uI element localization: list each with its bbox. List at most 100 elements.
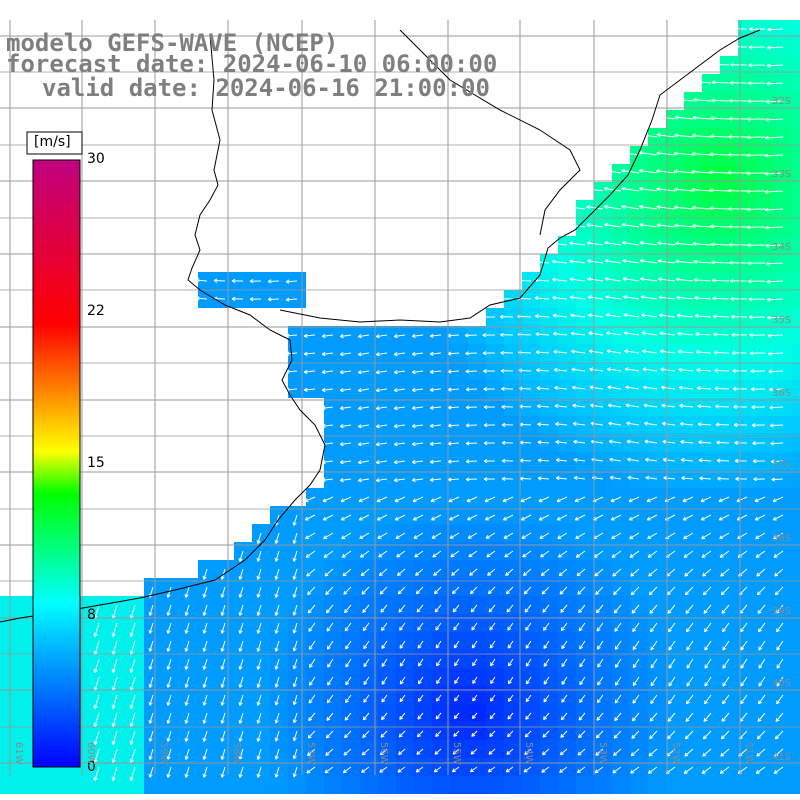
wind-arrow bbox=[569, 277, 586, 282]
wind-arrow bbox=[656, 168, 676, 174]
wind-cell bbox=[360, 776, 378, 794]
wind-arrow bbox=[304, 514, 316, 521]
wind-arrow bbox=[399, 694, 406, 703]
wind-arrow bbox=[673, 187, 694, 192]
wind-arrow bbox=[764, 171, 784, 176]
wind-arrow bbox=[678, 367, 694, 372]
colorbar-tick-8: 8 bbox=[87, 607, 96, 623]
wind-arrow bbox=[375, 460, 388, 465]
wind-arrow bbox=[624, 349, 640, 354]
wind-cell bbox=[792, 758, 800, 776]
wind-arrow bbox=[756, 730, 766, 740]
wind-arrow bbox=[595, 586, 604, 595]
wind-cell bbox=[792, 614, 800, 632]
wind-arrow bbox=[505, 766, 514, 773]
wind-arrow bbox=[543, 676, 550, 685]
wind-arrow bbox=[238, 640, 244, 652]
wind-arrow bbox=[569, 223, 586, 228]
wind-arrow bbox=[292, 532, 298, 544]
wind-arrow bbox=[641, 313, 658, 318]
wind-arrow bbox=[484, 496, 496, 503]
wind-arrow bbox=[339, 460, 352, 465]
wind-arrow bbox=[605, 313, 622, 318]
wind-arrow bbox=[666, 730, 676, 740]
wind-arrow bbox=[469, 586, 478, 595]
wind-arrow bbox=[465, 369, 478, 374]
wind-arrow bbox=[238, 730, 244, 742]
wind-arrow bbox=[489, 730, 496, 738]
wind-arrow bbox=[256, 532, 262, 544]
wind-arrow bbox=[469, 568, 478, 576]
wind-arrow bbox=[715, 404, 730, 409]
wind-arrow bbox=[256, 730, 262, 742]
wind-cell bbox=[720, 776, 738, 794]
wind-cell bbox=[792, 524, 800, 542]
wind-arrow bbox=[429, 477, 442, 482]
wind-arrow bbox=[378, 568, 388, 577]
wind-arrow bbox=[586, 241, 604, 246]
wind-arrow bbox=[639, 222, 658, 228]
wind-arrow bbox=[398, 730, 406, 738]
wind-cell bbox=[0, 722, 18, 740]
wind-arrow bbox=[769, 387, 784, 392]
wind-arrow bbox=[308, 640, 316, 650]
wind-arrow bbox=[430, 496, 442, 503]
wind-arrow bbox=[605, 276, 622, 282]
wind-cell bbox=[792, 308, 800, 326]
wind-arrow bbox=[357, 406, 370, 411]
wind-arrow bbox=[682, 514, 694, 521]
lon-label: 56W bbox=[378, 742, 389, 765]
wind-arrow bbox=[340, 514, 352, 521]
wind-arrow bbox=[521, 532, 532, 539]
wind-arrow bbox=[639, 132, 658, 138]
wind-arrow bbox=[604, 258, 622, 264]
wind-arrow bbox=[292, 766, 298, 778]
wind-arrow bbox=[379, 766, 388, 773]
wind-arrow bbox=[612, 766, 622, 774]
wind-cell bbox=[432, 776, 450, 794]
wind-arrow bbox=[231, 278, 244, 283]
wind-arrow bbox=[748, 297, 766, 302]
wind-arrow bbox=[501, 440, 514, 445]
wind-cell bbox=[792, 128, 800, 146]
wind-arrow bbox=[704, 694, 712, 705]
wind-cell bbox=[558, 776, 576, 794]
wind-arrow bbox=[747, 99, 766, 104]
wind-arrow bbox=[447, 459, 460, 464]
wind-arrow bbox=[758, 640, 766, 651]
wind-arrow bbox=[429, 423, 442, 428]
wind-arrow bbox=[322, 514, 334, 521]
wind-arrow bbox=[722, 622, 730, 633]
wind-arrow bbox=[693, 277, 712, 283]
wind-arrow bbox=[587, 259, 604, 264]
wind-arrow bbox=[543, 712, 550, 721]
wind-arrow bbox=[657, 115, 676, 120]
wind-arrow bbox=[746, 207, 766, 212]
wind-arrow bbox=[184, 676, 190, 688]
wind-arrow bbox=[719, 550, 730, 558]
wind-arrow bbox=[621, 150, 640, 156]
wind-arrow bbox=[553, 349, 568, 354]
wind-cell bbox=[612, 776, 630, 794]
wind-arrow bbox=[559, 586, 568, 595]
wind-arrow bbox=[292, 622, 298, 634]
wind-arrow bbox=[693, 259, 712, 264]
wind-arrow bbox=[538, 514, 550, 521]
wind-arrow bbox=[748, 45, 766, 50]
wind-arrow bbox=[184, 766, 190, 778]
wind-arrow bbox=[525, 694, 532, 703]
wind-arrow bbox=[417, 622, 424, 631]
wind-arrow bbox=[570, 295, 586, 300]
wind-arrow bbox=[627, 475, 640, 480]
wind-arrow bbox=[769, 423, 784, 428]
wind-arrow bbox=[411, 441, 424, 447]
wind-arrow bbox=[728, 242, 748, 247]
wind-arrow bbox=[775, 604, 784, 614]
wind-arrow bbox=[626, 439, 640, 444]
wind-arrow bbox=[306, 748, 316, 757]
wind-cell bbox=[522, 776, 540, 794]
wind-arrow bbox=[220, 658, 226, 670]
wind-arrow bbox=[411, 423, 424, 429]
wind-arrow bbox=[560, 622, 568, 632]
wind-arrow bbox=[398, 748, 406, 756]
